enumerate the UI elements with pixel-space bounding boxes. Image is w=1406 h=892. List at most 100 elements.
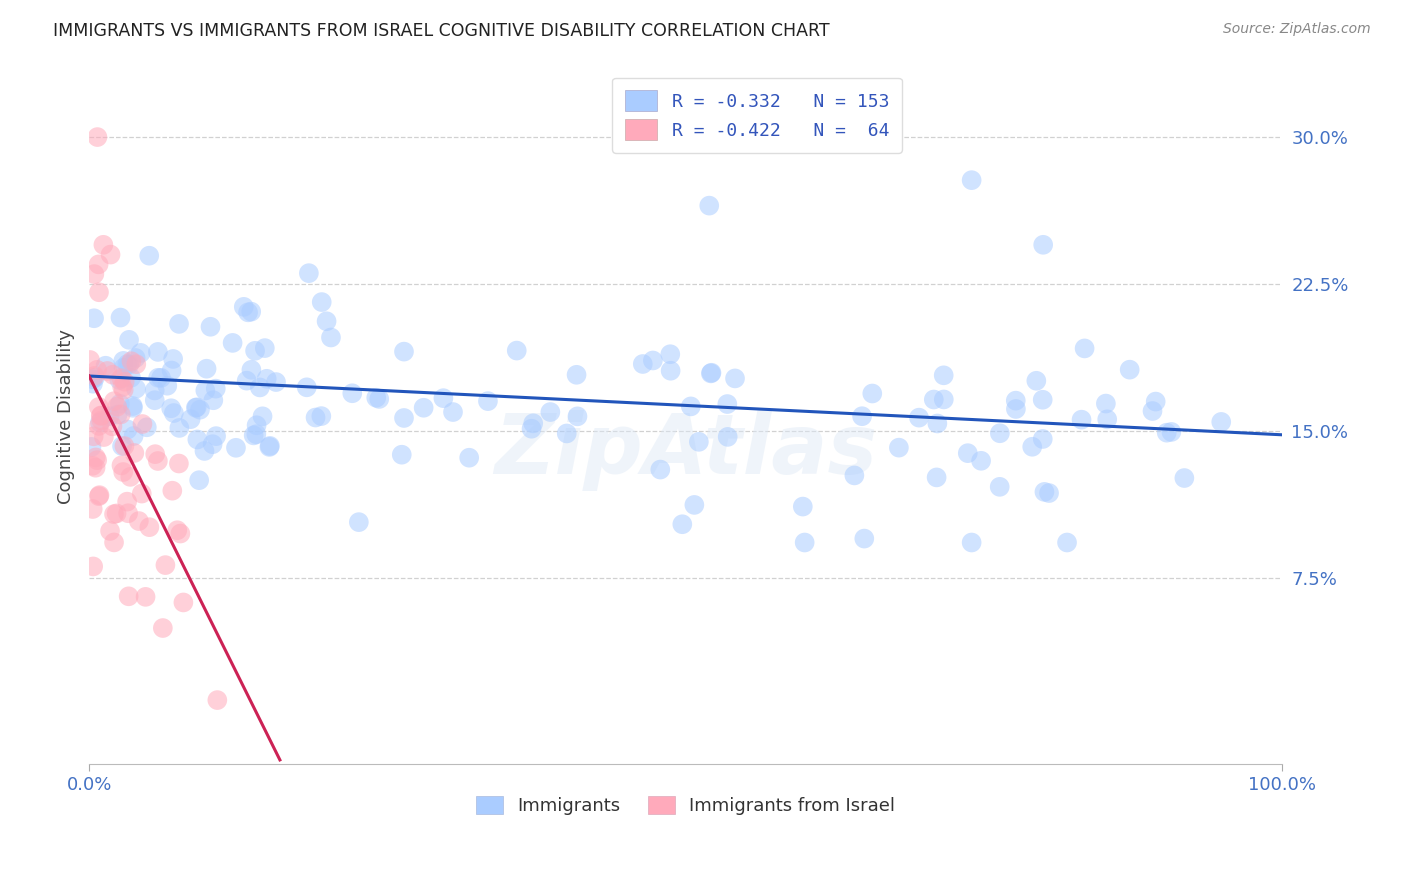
Point: [152, 621, 174, 635]
Point: [118, 333, 141, 347]
Point: [555, 426, 578, 441]
Point: [1160, 425, 1182, 439]
Point: [120, 354, 142, 368]
Point: [311, 295, 333, 310]
Point: [412, 401, 434, 415]
Point: [103, 535, 125, 549]
Point: [115, 494, 138, 508]
Point: [110, 310, 132, 325]
Point: [392, 411, 415, 425]
Point: [240, 304, 263, 318]
Point: [82, 458, 104, 473]
Point: [236, 305, 259, 319]
Point: [110, 371, 132, 385]
Point: [1070, 412, 1092, 426]
Point: [87, 418, 110, 433]
Point: [851, 409, 873, 424]
Point: [1118, 362, 1140, 376]
Point: [138, 249, 160, 263]
Point: [202, 393, 225, 408]
Point: [110, 408, 132, 422]
Point: [162, 483, 184, 498]
Point: [169, 421, 191, 435]
Point: [124, 351, 146, 365]
Point: [793, 535, 815, 549]
Point: [520, 422, 543, 436]
Point: [565, 368, 588, 382]
Point: [252, 409, 274, 424]
Point: [82, 559, 104, 574]
Point: [112, 360, 135, 375]
Point: [688, 434, 710, 449]
Point: [131, 486, 153, 500]
Point: [86, 363, 108, 377]
Point: [1156, 425, 1178, 440]
Point: [243, 343, 266, 358]
Point: [960, 173, 983, 187]
Point: [477, 394, 499, 409]
Point: [717, 430, 740, 444]
Point: [101, 419, 124, 434]
Point: [342, 386, 364, 401]
Point: [631, 357, 654, 371]
Point: [101, 368, 124, 382]
Point: [79, 353, 101, 368]
Point: [240, 363, 263, 377]
Point: [82, 372, 104, 386]
Point: [1032, 432, 1054, 446]
Point: [245, 418, 267, 433]
Point: [391, 448, 413, 462]
Point: [87, 400, 110, 414]
Point: [82, 376, 104, 391]
Point: [1095, 396, 1118, 410]
Point: [129, 346, 152, 360]
Point: [295, 380, 318, 394]
Point: [201, 437, 224, 451]
Point: [105, 507, 128, 521]
Point: [1095, 412, 1118, 426]
Point: [87, 489, 110, 503]
Point: [188, 402, 211, 417]
Point: [89, 488, 111, 502]
Point: [193, 444, 215, 458]
Point: [970, 454, 993, 468]
Point: [225, 441, 247, 455]
Text: IMMIGRANTS VS IMMIGRANTS FROM ISRAEL COGNITIVE DISABILITY CORRELATION CHART: IMMIGRANTS VS IMMIGRANTS FROM ISRAEL COG…: [53, 22, 830, 40]
Point: [118, 590, 141, 604]
Point: [908, 410, 931, 425]
Text: ZipAtlas: ZipAtlas: [494, 410, 877, 491]
Point: [100, 247, 122, 261]
Point: [716, 397, 738, 411]
Point: [135, 590, 157, 604]
Point: [184, 401, 207, 415]
Point: [538, 405, 561, 419]
Point: [143, 447, 166, 461]
Point: [120, 470, 142, 484]
Point: [117, 357, 139, 371]
Point: [112, 439, 135, 453]
Point: [146, 371, 169, 385]
Point: [242, 428, 264, 442]
Point: [650, 462, 672, 476]
Point: [155, 558, 177, 573]
Point: [1038, 486, 1060, 500]
Point: [103, 394, 125, 409]
Point: [221, 335, 243, 350]
Point: [659, 347, 682, 361]
Point: [80, 440, 103, 454]
Point: [146, 454, 169, 468]
Point: [107, 408, 129, 422]
Point: [1004, 393, 1026, 408]
Point: [172, 595, 194, 609]
Point: [853, 532, 876, 546]
Point: [458, 450, 481, 465]
Point: [108, 397, 131, 411]
Point: [112, 383, 135, 397]
Point: [1005, 401, 1028, 416]
Point: [506, 343, 529, 358]
Point: [87, 257, 110, 271]
Point: [235, 374, 257, 388]
Point: [264, 375, 287, 389]
Point: [1144, 394, 1167, 409]
Point: [1032, 392, 1054, 407]
